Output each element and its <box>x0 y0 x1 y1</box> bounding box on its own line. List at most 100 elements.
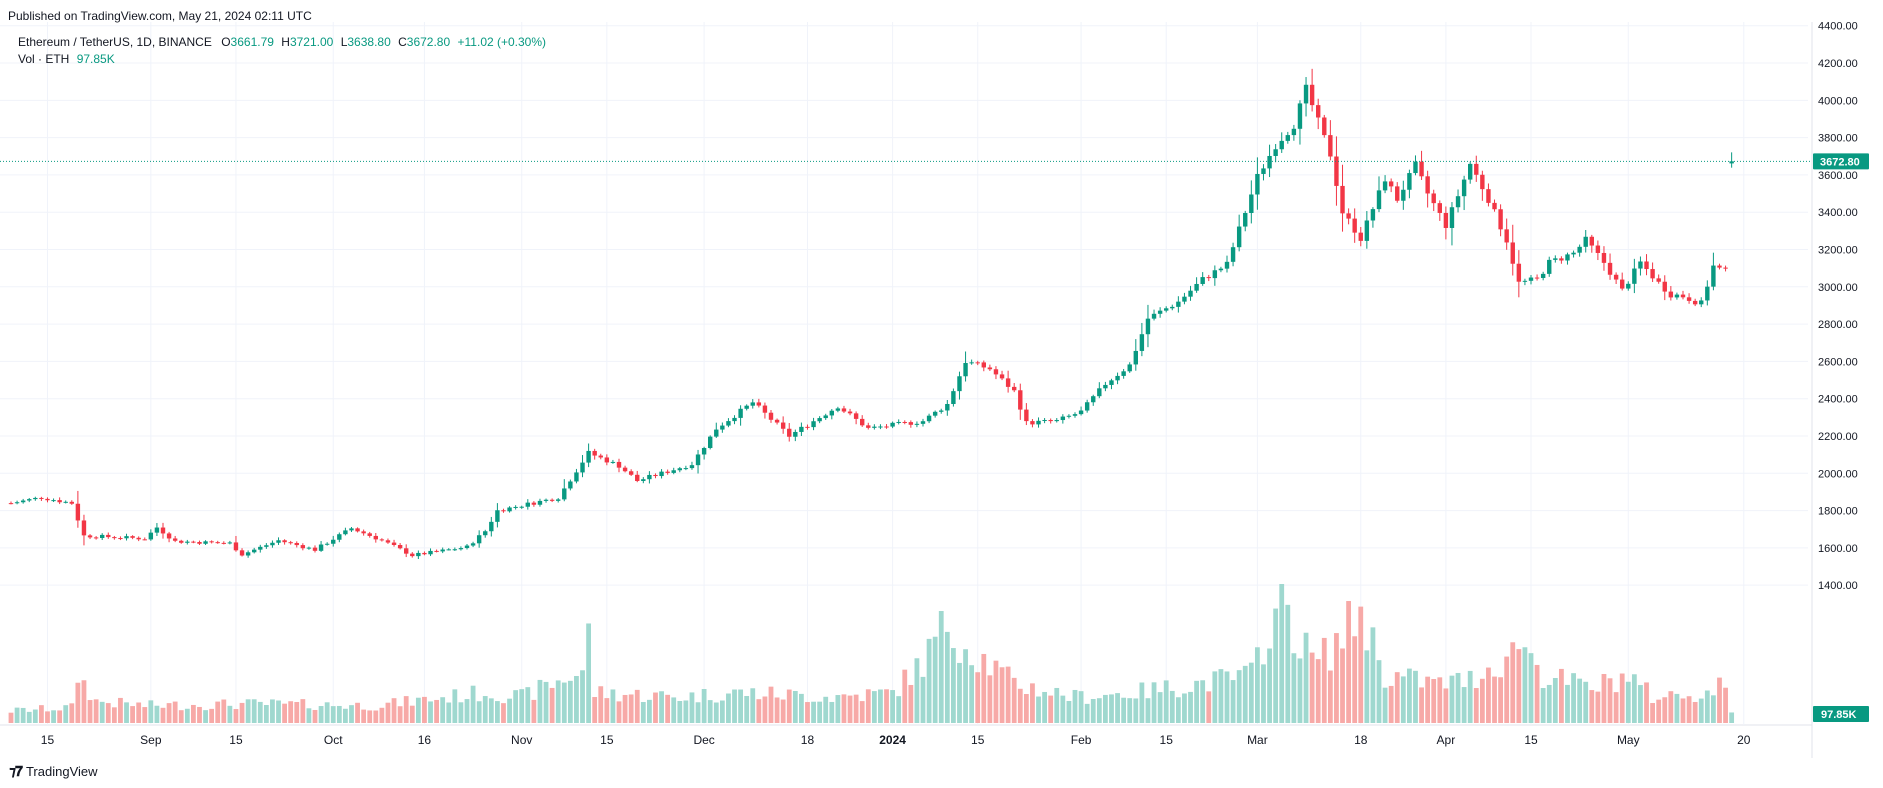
volume-bar <box>726 693 731 723</box>
candle-body <box>106 534 111 538</box>
candle-body <box>361 531 366 534</box>
volume-bar <box>707 700 713 723</box>
volume-bar <box>415 697 421 723</box>
volume-bar <box>622 694 628 723</box>
volume-bar <box>701 689 707 723</box>
candle-body <box>1224 261 1230 269</box>
volume-bar <box>1279 584 1285 723</box>
volume-bar <box>859 701 865 723</box>
price-chart[interactable]: 4400.00 4200.00 4000.00 3800.00 3600.00 3400.… <box>0 22 1883 758</box>
volume-bar <box>263 704 269 723</box>
volume-bar <box>799 693 804 723</box>
volume-bar <box>987 675 993 723</box>
candle-body <box>574 472 579 482</box>
candle-body <box>1656 278 1661 282</box>
volume-bar <box>1394 672 1400 723</box>
candle-body <box>1486 189 1491 203</box>
volume-bar <box>178 710 184 723</box>
tradingview-brand[interactable]: ⁊𝟕 TradingView <box>9 763 98 780</box>
volume-bar <box>373 710 379 723</box>
volume-bar <box>1650 703 1655 723</box>
close-value: 3672.80 <box>406 35 451 49</box>
candle-body <box>1279 140 1284 150</box>
candle-body <box>957 376 962 392</box>
candle-body <box>908 422 914 425</box>
candle-body <box>1322 117 1327 136</box>
candle-body <box>1364 220 1370 241</box>
candle-body <box>1382 181 1388 191</box>
candle-body <box>355 528 360 532</box>
volume-bar <box>896 696 902 723</box>
volume-bar <box>172 701 178 723</box>
candle-body <box>1048 420 1053 422</box>
price-tick-label: 3800.00 <box>1818 133 1858 145</box>
volume-bar <box>1115 693 1120 723</box>
candle-body <box>835 408 841 411</box>
candle-body <box>294 542 299 546</box>
candle-body <box>513 506 518 508</box>
volume-bar <box>434 699 439 723</box>
candle-body <box>981 362 986 368</box>
candle-body <box>1680 294 1686 298</box>
volume-bar <box>1376 660 1382 723</box>
candle-body <box>288 542 293 544</box>
volume-bar <box>543 681 549 723</box>
volume-bar <box>1504 656 1510 723</box>
candle-body <box>1261 168 1266 174</box>
volume-bar <box>561 682 567 723</box>
candle-body <box>853 413 859 419</box>
candle-body <box>1109 380 1114 385</box>
volume-bar <box>111 707 117 723</box>
volume-bar <box>634 689 640 723</box>
candle-body <box>324 543 330 545</box>
volume-bar <box>1698 698 1704 723</box>
candle-body <box>1650 269 1655 279</box>
candle-body <box>1468 163 1473 180</box>
volume-bar <box>39 705 44 723</box>
volume-bar <box>1236 670 1242 723</box>
candle-body <box>1084 402 1090 411</box>
candle-body <box>331 539 336 544</box>
volume-bar <box>1449 675 1455 723</box>
volume-bar <box>938 611 944 723</box>
volume-bar <box>567 680 573 723</box>
price-axis[interactable]: 4400.00 4200.00 4000.00 3800.00 3600.00 3400.… <box>1811 22 1858 758</box>
volume-bar <box>409 705 415 723</box>
candle-body <box>1388 181 1394 187</box>
volume-bar <box>1291 653 1297 723</box>
volume-bar <box>458 702 464 723</box>
symbol-title[interactable]: Ethereum / TetherUS, 1D, BINANCE <box>18 35 212 49</box>
candle-body <box>148 532 154 540</box>
volume-bar <box>476 701 482 723</box>
candle-body <box>160 527 166 534</box>
volume-bar <box>1230 680 1236 723</box>
time-axis[interactable]: 15 Sep 15 Oct 16 Nov 15 Dec 18 2024 15 Feb 15 Mar 18 Ap… <box>41 733 1751 747</box>
candle-body <box>306 547 312 549</box>
candle-body <box>57 500 62 503</box>
candle-body <box>1571 252 1576 255</box>
volume-bar <box>592 697 598 723</box>
volume-bar <box>45 711 50 723</box>
volume-bar <box>902 669 908 723</box>
volume-bar <box>312 709 318 723</box>
candle-body <box>33 497 38 500</box>
candle-body <box>1030 421 1035 425</box>
volume-bar <box>1346 601 1351 723</box>
candle-body <box>264 545 269 547</box>
volume-bar <box>1625 681 1631 723</box>
volume-bar <box>148 700 154 723</box>
candle-body <box>701 448 707 455</box>
candle-body <box>367 533 372 536</box>
published-note: Published on TradingView.com, May 21, 20… <box>8 9 312 23</box>
volume-bar <box>616 701 622 723</box>
volume-label[interactable]: Vol · ETH <box>18 52 70 66</box>
volume-bar <box>884 689 889 723</box>
candle-body <box>543 499 549 501</box>
volume-bar <box>1559 668 1564 723</box>
time-tick-label: 15 <box>1524 733 1538 747</box>
candle-body <box>20 500 26 503</box>
candle-body <box>568 481 573 489</box>
volume-bar <box>385 702 391 723</box>
volume-bar <box>1467 670 1473 723</box>
volume-bar <box>1109 694 1114 723</box>
